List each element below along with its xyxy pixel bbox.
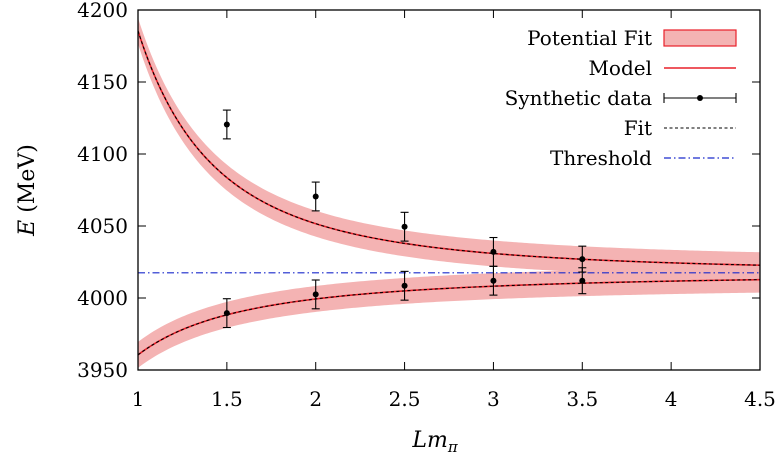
plot-area <box>138 17 760 368</box>
data-point <box>311 181 320 212</box>
plot-frame <box>137 9 761 371</box>
x-tick-label: 2 <box>309 387 322 411</box>
data-point <box>578 267 587 295</box>
x-tick-label: 1.5 <box>211 387 243 411</box>
legend: Potential Fit Model Synthetic data Fit Thres… <box>505 26 737 170</box>
fit-band-lower <box>138 266 760 368</box>
legend-label: Potential Fit <box>527 26 652 50</box>
y-tick-label: 4200 <box>77 0 128 22</box>
data-marker <box>223 121 230 128</box>
data-point <box>311 279 320 310</box>
data-marker <box>312 291 319 298</box>
legend-label: Fit <box>624 116 652 140</box>
legend-label: Synthetic data <box>505 86 652 110</box>
legend-item: Fit <box>624 116 736 140</box>
data-marker <box>490 248 497 255</box>
data-point <box>400 270 409 301</box>
data-point <box>400 211 409 242</box>
legend-swatch-band <box>663 29 737 47</box>
y-axis-title: E (MeV) <box>15 144 40 237</box>
fit-line-lower <box>138 279 760 356</box>
data-marker <box>579 256 586 263</box>
x-tick-label: 4.5 <box>744 387 776 411</box>
x-tick-label: 3 <box>487 387 500 411</box>
data-point <box>489 265 498 296</box>
y-tick-label: 3950 <box>77 358 128 382</box>
y-tick-label: 4100 <box>77 142 128 166</box>
data-marker <box>312 193 319 200</box>
model-line-upper <box>138 30 760 266</box>
data-point <box>222 109 231 140</box>
fit-line-upper <box>138 30 760 266</box>
data-marker <box>401 223 408 230</box>
x-axis-title: Lmπ <box>411 428 458 456</box>
legend-item: Synthetic data <box>505 86 737 110</box>
x-tick-label: 1 <box>132 387 145 411</box>
fit-band-upper <box>138 17 760 279</box>
x-tick-label: 3.5 <box>566 387 598 411</box>
data-marker <box>401 282 408 289</box>
y-tick-label: 4150 <box>77 70 128 94</box>
data-marker <box>490 277 497 284</box>
x-tick-label: 2.5 <box>389 387 421 411</box>
legend-swatch-marker <box>697 95 703 101</box>
legend-item: Model <box>588 56 736 80</box>
y-tick-label: 4050 <box>77 214 128 238</box>
data-point <box>222 298 231 329</box>
x-tick-label: 4 <box>665 387 678 411</box>
legend-label: Model <box>588 56 652 80</box>
legend-item: Potential Fit <box>527 26 737 50</box>
legend-item: Threshold <box>550 146 736 170</box>
data-marker <box>223 310 230 317</box>
data-marker <box>579 277 586 284</box>
axes: 1 1.5 2 2.5 3 3.5 4 4.5 3950 4000 4050 4100 4150 4200… <box>15 0 776 456</box>
legend-label: Threshold <box>550 146 652 170</box>
y-tick-label: 4000 <box>77 286 128 310</box>
